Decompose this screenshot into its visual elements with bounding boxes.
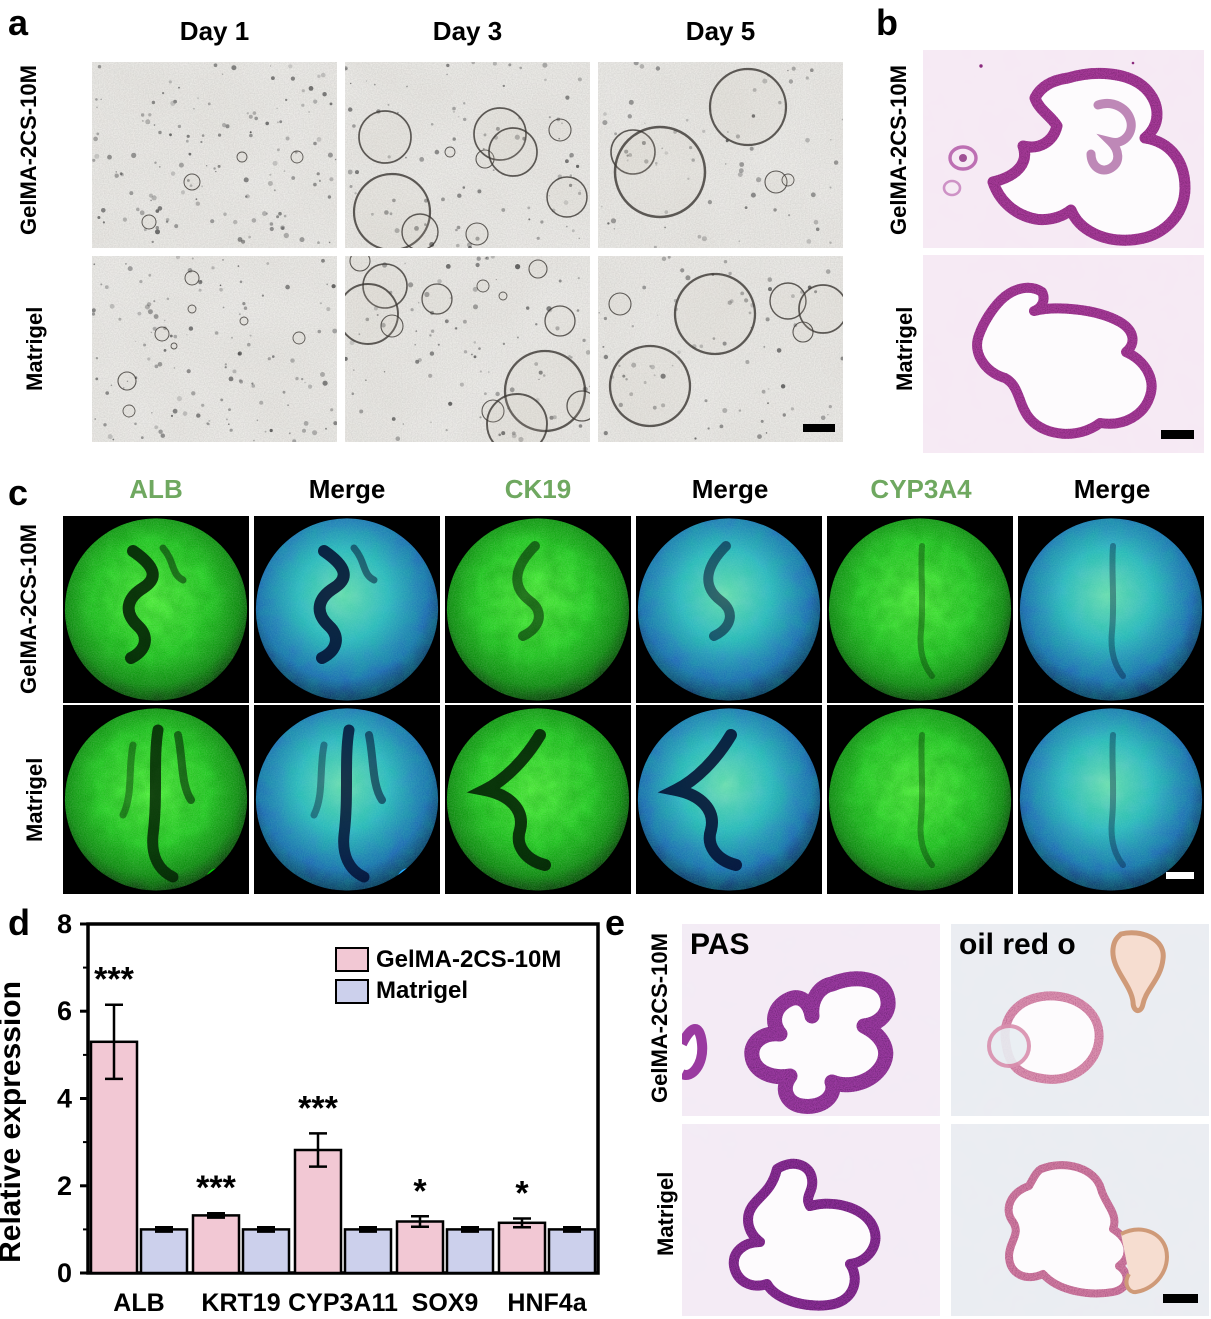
svg-text:8: 8 bbox=[57, 909, 72, 939]
svg-text:0: 0 bbox=[57, 1258, 72, 1288]
svg-text:***: *** bbox=[94, 961, 134, 999]
svg-text:***: *** bbox=[298, 1089, 338, 1127]
svg-text:4: 4 bbox=[57, 1084, 72, 1114]
svg-text:ALB: ALB bbox=[113, 1289, 164, 1317]
svg-text:HNF4a: HNF4a bbox=[507, 1289, 587, 1317]
svg-text:*: * bbox=[413, 1172, 427, 1210]
svg-text:6: 6 bbox=[57, 996, 72, 1026]
svg-text:*: * bbox=[515, 1175, 529, 1213]
svg-text:2: 2 bbox=[57, 1171, 72, 1201]
svg-text:Matrigel: Matrigel bbox=[376, 977, 468, 1004]
svg-text:***: *** bbox=[196, 1169, 236, 1207]
svg-text:SOX9: SOX9 bbox=[412, 1289, 479, 1317]
svg-text:PAS: PAS bbox=[690, 928, 749, 961]
svg-text:CYP3A11: CYP3A11 bbox=[288, 1289, 398, 1317]
svg-text:oil red o: oil red o bbox=[959, 928, 1076, 961]
svg-text:KRT19: KRT19 bbox=[201, 1289, 280, 1317]
svg-text:Relative expression: Relative expression bbox=[0, 981, 27, 1263]
svg-text:GelMA-2CS-10M: GelMA-2CS-10M bbox=[376, 946, 561, 973]
